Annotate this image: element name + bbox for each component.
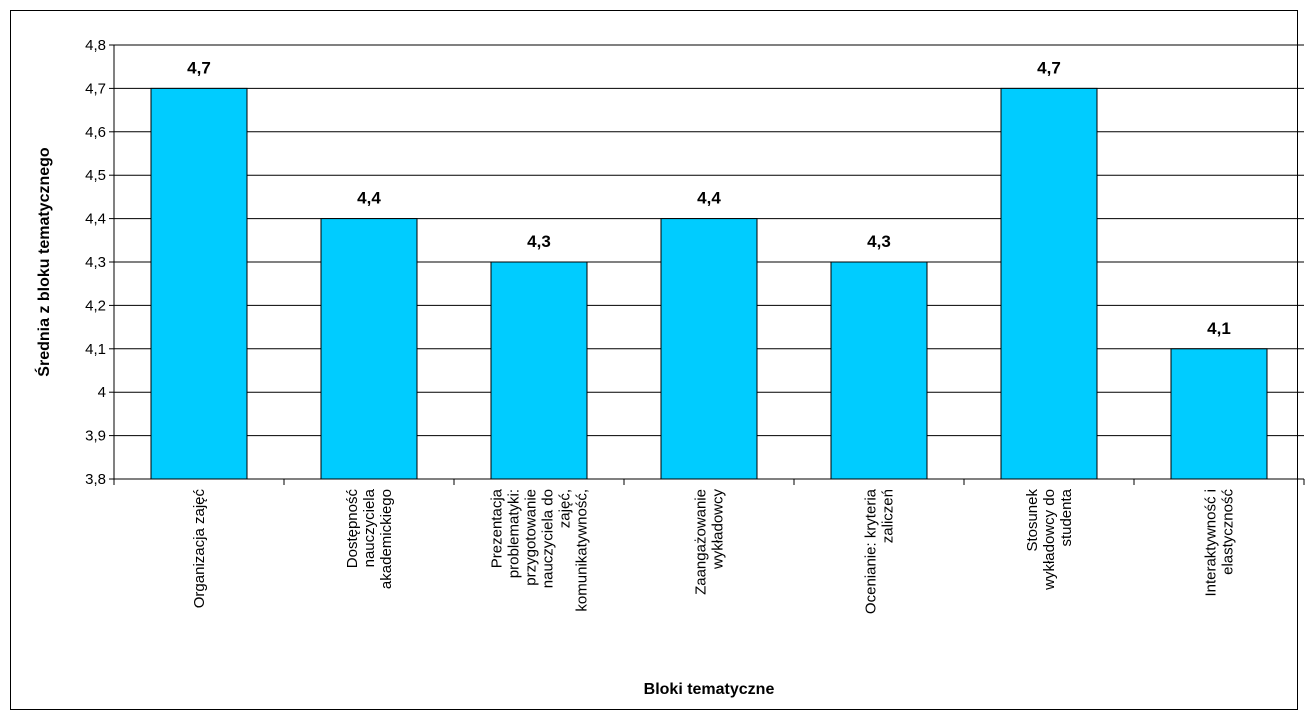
bar xyxy=(830,261,928,480)
y-tick-label: 4 xyxy=(98,384,106,401)
data-label: 4,4 xyxy=(357,189,381,208)
y-tick-label: 4,7 xyxy=(85,80,106,97)
category-label: Organizacja zajęć xyxy=(191,489,208,609)
category-label-line: elastyczność xyxy=(1220,489,1237,575)
data-label: 4,7 xyxy=(1037,58,1061,77)
category-label: Zaangażowanie wykładowcy xyxy=(693,489,727,595)
category-label: Dostępność nauczyciela akademickiego xyxy=(344,488,395,589)
category-label-line: komunikatywność, xyxy=(574,489,591,612)
bar xyxy=(1170,348,1268,480)
y-tick-labels: 3,8 3,9 4 4,1 4,2 4,3 4,4 4,5 4,6 4,7 4,8 xyxy=(85,37,106,488)
category-label-line: wykładowcy do xyxy=(1041,489,1058,591)
category-label: Stosunek wykładowcy do studenta xyxy=(1024,488,1075,591)
category-label-line: akademickiego xyxy=(378,489,395,589)
bar xyxy=(490,261,588,480)
y-tick-label: 4,5 xyxy=(85,167,106,184)
data-label: 4,1 xyxy=(1207,319,1231,338)
y-tick-label: 3,9 xyxy=(85,428,106,445)
bars xyxy=(150,87,1268,480)
data-label: 4,7 xyxy=(187,58,211,77)
category-label-line: Stosunek xyxy=(1024,489,1041,552)
y-tick-label: 4,4 xyxy=(85,211,106,228)
category-label-line: Dostępność xyxy=(344,489,361,569)
bar xyxy=(660,218,758,480)
bar xyxy=(150,87,248,480)
gridlines xyxy=(114,44,1304,437)
category-label: Prezentacja problematyki: przygotowanie nau… xyxy=(489,488,591,611)
y-tick-label: 4,2 xyxy=(85,297,106,314)
y-tick-label: 4,1 xyxy=(85,341,106,358)
category-label: Interaktywność i elastyczność xyxy=(1203,489,1237,597)
category-label-line: Ocenianie: kryteria xyxy=(863,488,880,614)
category-label-line: zaliczeń xyxy=(880,489,897,543)
category-label-line: nauczyciela xyxy=(361,488,378,567)
category-label-line: Interaktywność i xyxy=(1203,489,1220,597)
category-labels: Organizacja zajęć Dostępność nauczyciela ak… xyxy=(191,488,1237,614)
y-tick-label: 3,8 xyxy=(85,471,106,488)
data-label: 4,4 xyxy=(697,189,721,208)
axes xyxy=(109,44,1305,485)
y-tick-label: 4,6 xyxy=(85,124,106,141)
category-label-line: zajęć, xyxy=(557,489,574,528)
category-label-line: studenta xyxy=(1058,488,1075,546)
x-axis-title: Bloki tematyczne xyxy=(644,681,775,698)
category-label-line: Prezentacja xyxy=(489,488,506,568)
data-label: 4,3 xyxy=(867,232,891,251)
category-label-line: problematyki: xyxy=(506,489,523,578)
category-label-line: nauczyciela do xyxy=(540,489,557,588)
category-label-line: Zaangażowanie xyxy=(693,489,710,595)
y-tick-label: 4,8 xyxy=(85,37,106,54)
category-label: Ocenianie: kryteria zaliczeń xyxy=(863,488,897,614)
category-label-line: wykładowcy xyxy=(710,489,727,571)
data-labels: 4,7 4,4 4,3 4,4 4,3 4,7 4,1 xyxy=(187,58,1231,337)
category-label-line: przygotowanie xyxy=(523,489,540,586)
data-label: 4,3 xyxy=(527,232,551,251)
y-axis-title: Średnia z bloku tematycznego xyxy=(34,147,53,377)
bar xyxy=(320,218,418,480)
y-tick-label: 4,3 xyxy=(85,254,106,271)
category-label-line: Organizacja zajęć xyxy=(191,489,208,609)
bar xyxy=(1000,87,1098,480)
